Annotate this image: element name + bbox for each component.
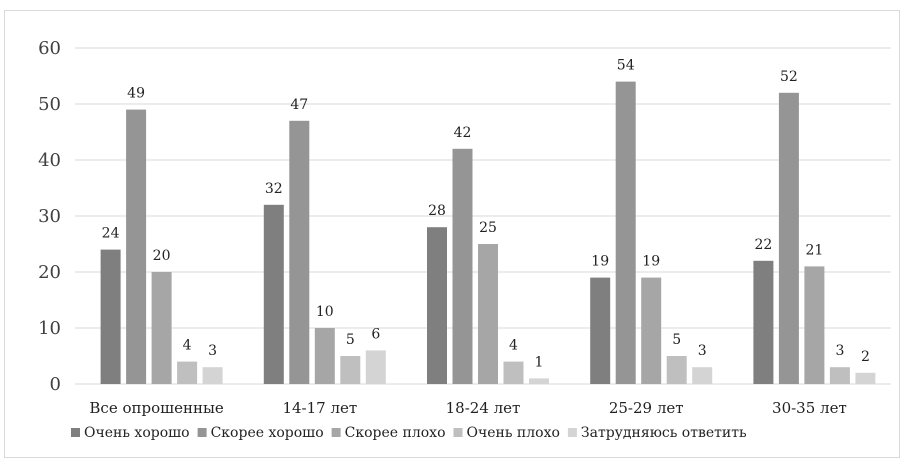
- data-label: 2: [861, 349, 870, 365]
- data-label: 22: [754, 237, 772, 253]
- data-label: 49: [127, 86, 145, 102]
- legend-swatch: [71, 428, 80, 437]
- data-label: 52: [780, 69, 798, 85]
- bar: [151, 272, 172, 384]
- data-label: 19: [642, 254, 660, 270]
- bar: [855, 372, 876, 384]
- data-label: 5: [672, 332, 681, 348]
- data-label: 3: [835, 343, 844, 359]
- data-label: 4: [509, 338, 518, 354]
- x-category-label: Все опрошенные: [89, 399, 223, 417]
- legend-label: Очень хорошо: [84, 425, 190, 441]
- bar: [753, 260, 774, 384]
- bar: [692, 367, 713, 384]
- x-axis-categories: Все опрошенные 14-17 лет 18-24 лет 25-29 ле…: [89, 399, 846, 417]
- y-tick-label: 0: [50, 374, 61, 395]
- bar: [615, 81, 636, 384]
- bar: [314, 328, 335, 384]
- data-label: 21: [805, 242, 823, 258]
- legend-swatch: [453, 428, 463, 437]
- data-label: 54: [617, 58, 635, 74]
- bar: [778, 92, 799, 385]
- bar: [100, 249, 121, 384]
- bar: [427, 227, 447, 384]
- legend-label: Скорее хорошо: [211, 425, 324, 441]
- bar: [804, 266, 825, 384]
- data-label: 42: [454, 125, 472, 141]
- data-label: 28: [428, 203, 446, 219]
- bar: [177, 361, 198, 384]
- data-label: 32: [265, 181, 283, 197]
- legend-label: Скорее плохо: [345, 425, 446, 441]
- legend-label: Очень плохо: [467, 425, 560, 441]
- y-tick-label: 30: [38, 206, 61, 227]
- data-label: 6: [371, 326, 380, 342]
- y-tick-label: 40: [38, 150, 61, 171]
- data-label: 3: [698, 343, 707, 359]
- bar: [666, 356, 687, 384]
- data-label: 20: [153, 248, 171, 264]
- bar: [263, 204, 284, 384]
- bar: [126, 109, 147, 384]
- y-tick-label: 60: [38, 38, 61, 59]
- x-category-label: 25-29 лет: [609, 399, 684, 417]
- bars: [100, 81, 876, 385]
- data-label: 10: [316, 304, 334, 320]
- bar: [829, 367, 850, 384]
- data-label: 3: [208, 343, 217, 359]
- legend-swatch: [331, 428, 341, 437]
- bar: [478, 244, 498, 384]
- bar: [529, 378, 549, 384]
- bar: [503, 361, 524, 384]
- x-category-label: 18-24 лет: [446, 399, 521, 417]
- legend-label: Затрудняюсь ответить: [581, 425, 747, 441]
- bar: [365, 350, 386, 384]
- legend: Очень хорошо Скорее хорошо Скорее плохо Оче…: [71, 425, 747, 441]
- bar: [590, 277, 611, 384]
- data-label: 25: [479, 220, 497, 236]
- data-label: 4: [183, 338, 192, 354]
- bar: [452, 148, 473, 384]
- legend-swatch: [197, 428, 207, 437]
- y-tick-label: 20: [38, 262, 61, 283]
- x-category-label: 30-35 лет: [772, 399, 847, 417]
- y-tick-label: 10: [38, 318, 61, 339]
- bar: [340, 356, 361, 384]
- legend-swatch: [567, 428, 577, 437]
- y-axis-ticks: 0 10 20 30 40 50 60: [38, 38, 61, 395]
- x-category-label: 14-17 лет: [282, 399, 357, 417]
- data-label: 19: [591, 254, 609, 270]
- bar: [202, 367, 223, 384]
- chart-frame: 0 10 20 30 40 50 60 24 49 20 4 3 32 47 10 5 6 28 42 25 4 1 19…: [4, 10, 900, 458]
- bar: [641, 277, 662, 384]
- bar: [289, 120, 310, 385]
- data-label: 24: [102, 226, 120, 242]
- data-label: 5: [346, 332, 355, 348]
- data-label: 47: [290, 97, 308, 113]
- data-label: 1: [535, 354, 544, 370]
- y-tick-label: 50: [38, 94, 61, 115]
